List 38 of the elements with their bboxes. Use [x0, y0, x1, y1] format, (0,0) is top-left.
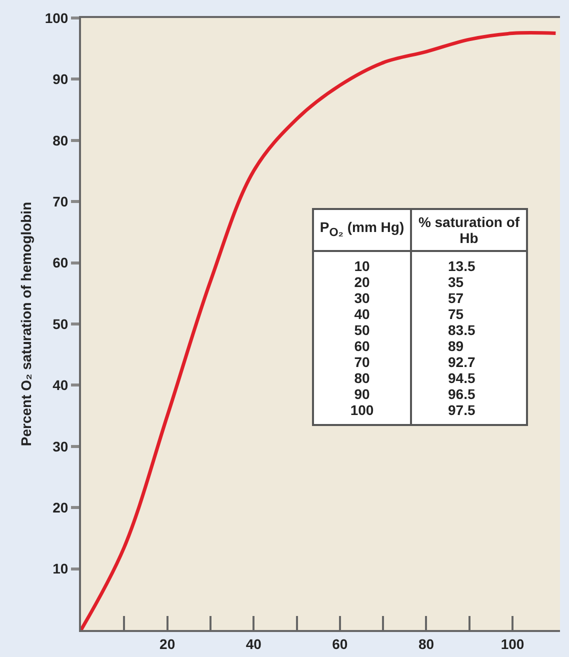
annotation: 80: [313, 370, 411, 386]
annotation: 57: [447, 290, 465, 306]
y-tick-label: 60: [52, 254, 68, 271]
annotation: 100: [313, 402, 411, 425]
annotation: 83.5: [447, 322, 476, 338]
annotation: 10: [313, 251, 411, 274]
annotation: 50: [313, 322, 411, 338]
y-tick-label: 70: [52, 194, 68, 210]
x-tick-label: 20: [160, 636, 176, 652]
y-axis-title: Percent O₂ saturation of hemoglobin: [18, 202, 34, 446]
annotation: 35: [447, 274, 465, 290]
annotation: P$_{O₂}$ (mm Hg): [313, 209, 411, 251]
annotation: 20: [313, 274, 411, 290]
annotation: 75: [447, 306, 465, 322]
y-tick-label: 40: [52, 377, 68, 394]
annotation: 90: [313, 386, 411, 402]
annotation: 40: [313, 306, 411, 322]
x-tick-label: 60: [332, 636, 348, 652]
y-tick-label: 10: [52, 560, 68, 577]
y-tick-label: 100: [44, 10, 68, 26]
annotation: % saturation of Hb: [411, 209, 527, 251]
annotation: 96.5: [447, 386, 476, 402]
annotation: 70: [313, 354, 411, 370]
y-tick-label: 50: [52, 316, 68, 332]
annotation: 89: [447, 338, 465, 354]
x-tick-label: 80: [418, 636, 434, 652]
x-tick-label: 40: [246, 636, 262, 652]
y-tick-label: 30: [52, 438, 68, 454]
y-tick-label: 90: [52, 71, 68, 88]
y-tick-label: 20: [52, 500, 68, 516]
annotation: 60: [313, 338, 411, 354]
annotation: 94.5: [447, 370, 476, 386]
y-tick-label: 80: [52, 132, 68, 148]
annotation: 30: [313, 290, 411, 306]
annotation: 92.7: [447, 354, 476, 370]
x-tick-label: 100: [500, 636, 524, 652]
annotation: 13.5: [447, 257, 476, 274]
annotation: 97.5: [447, 402, 476, 420]
